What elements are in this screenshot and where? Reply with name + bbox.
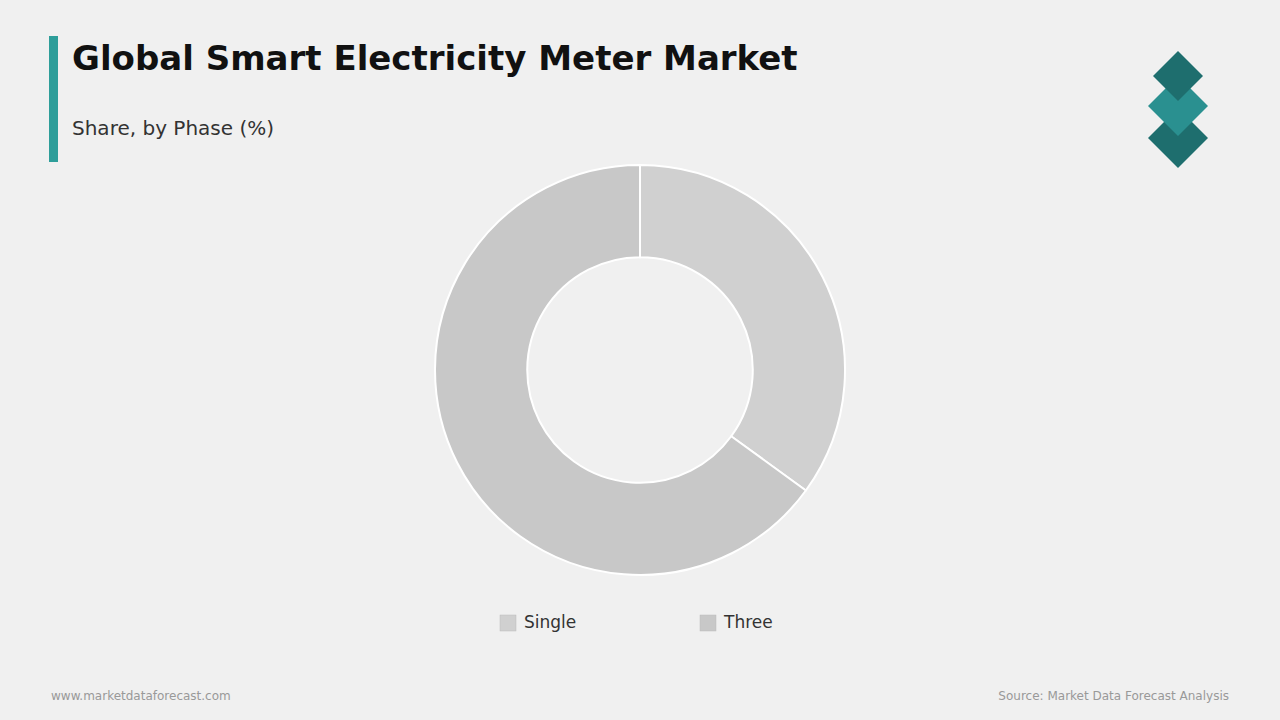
donut-slice (435, 165, 806, 575)
legend-swatch (500, 615, 516, 631)
footer-left: www.marketdataforecast.com (51, 689, 231, 703)
footer-right: Source: Market Data Forecast Analysis (998, 689, 1229, 703)
donut (435, 165, 845, 575)
chart-svg: Global Smart Electricity Meter Market Sha… (0, 0, 1280, 720)
chart-container: Global Smart Electricity Meter Market Sha… (0, 0, 1280, 720)
legend-label: Single (524, 612, 576, 632)
logo-diamond (1153, 51, 1203, 101)
background (0, 0, 1280, 720)
legend-label: Three (723, 612, 773, 632)
legend: Single Three (500, 612, 773, 632)
legend-swatch (700, 615, 716, 631)
donut-slice (640, 165, 845, 490)
accent-bar (49, 36, 58, 162)
logo (1148, 51, 1208, 168)
subtitle: Share, by Phase (%) (72, 116, 274, 140)
title: Global Smart Electricity Meter Market (72, 38, 798, 78)
